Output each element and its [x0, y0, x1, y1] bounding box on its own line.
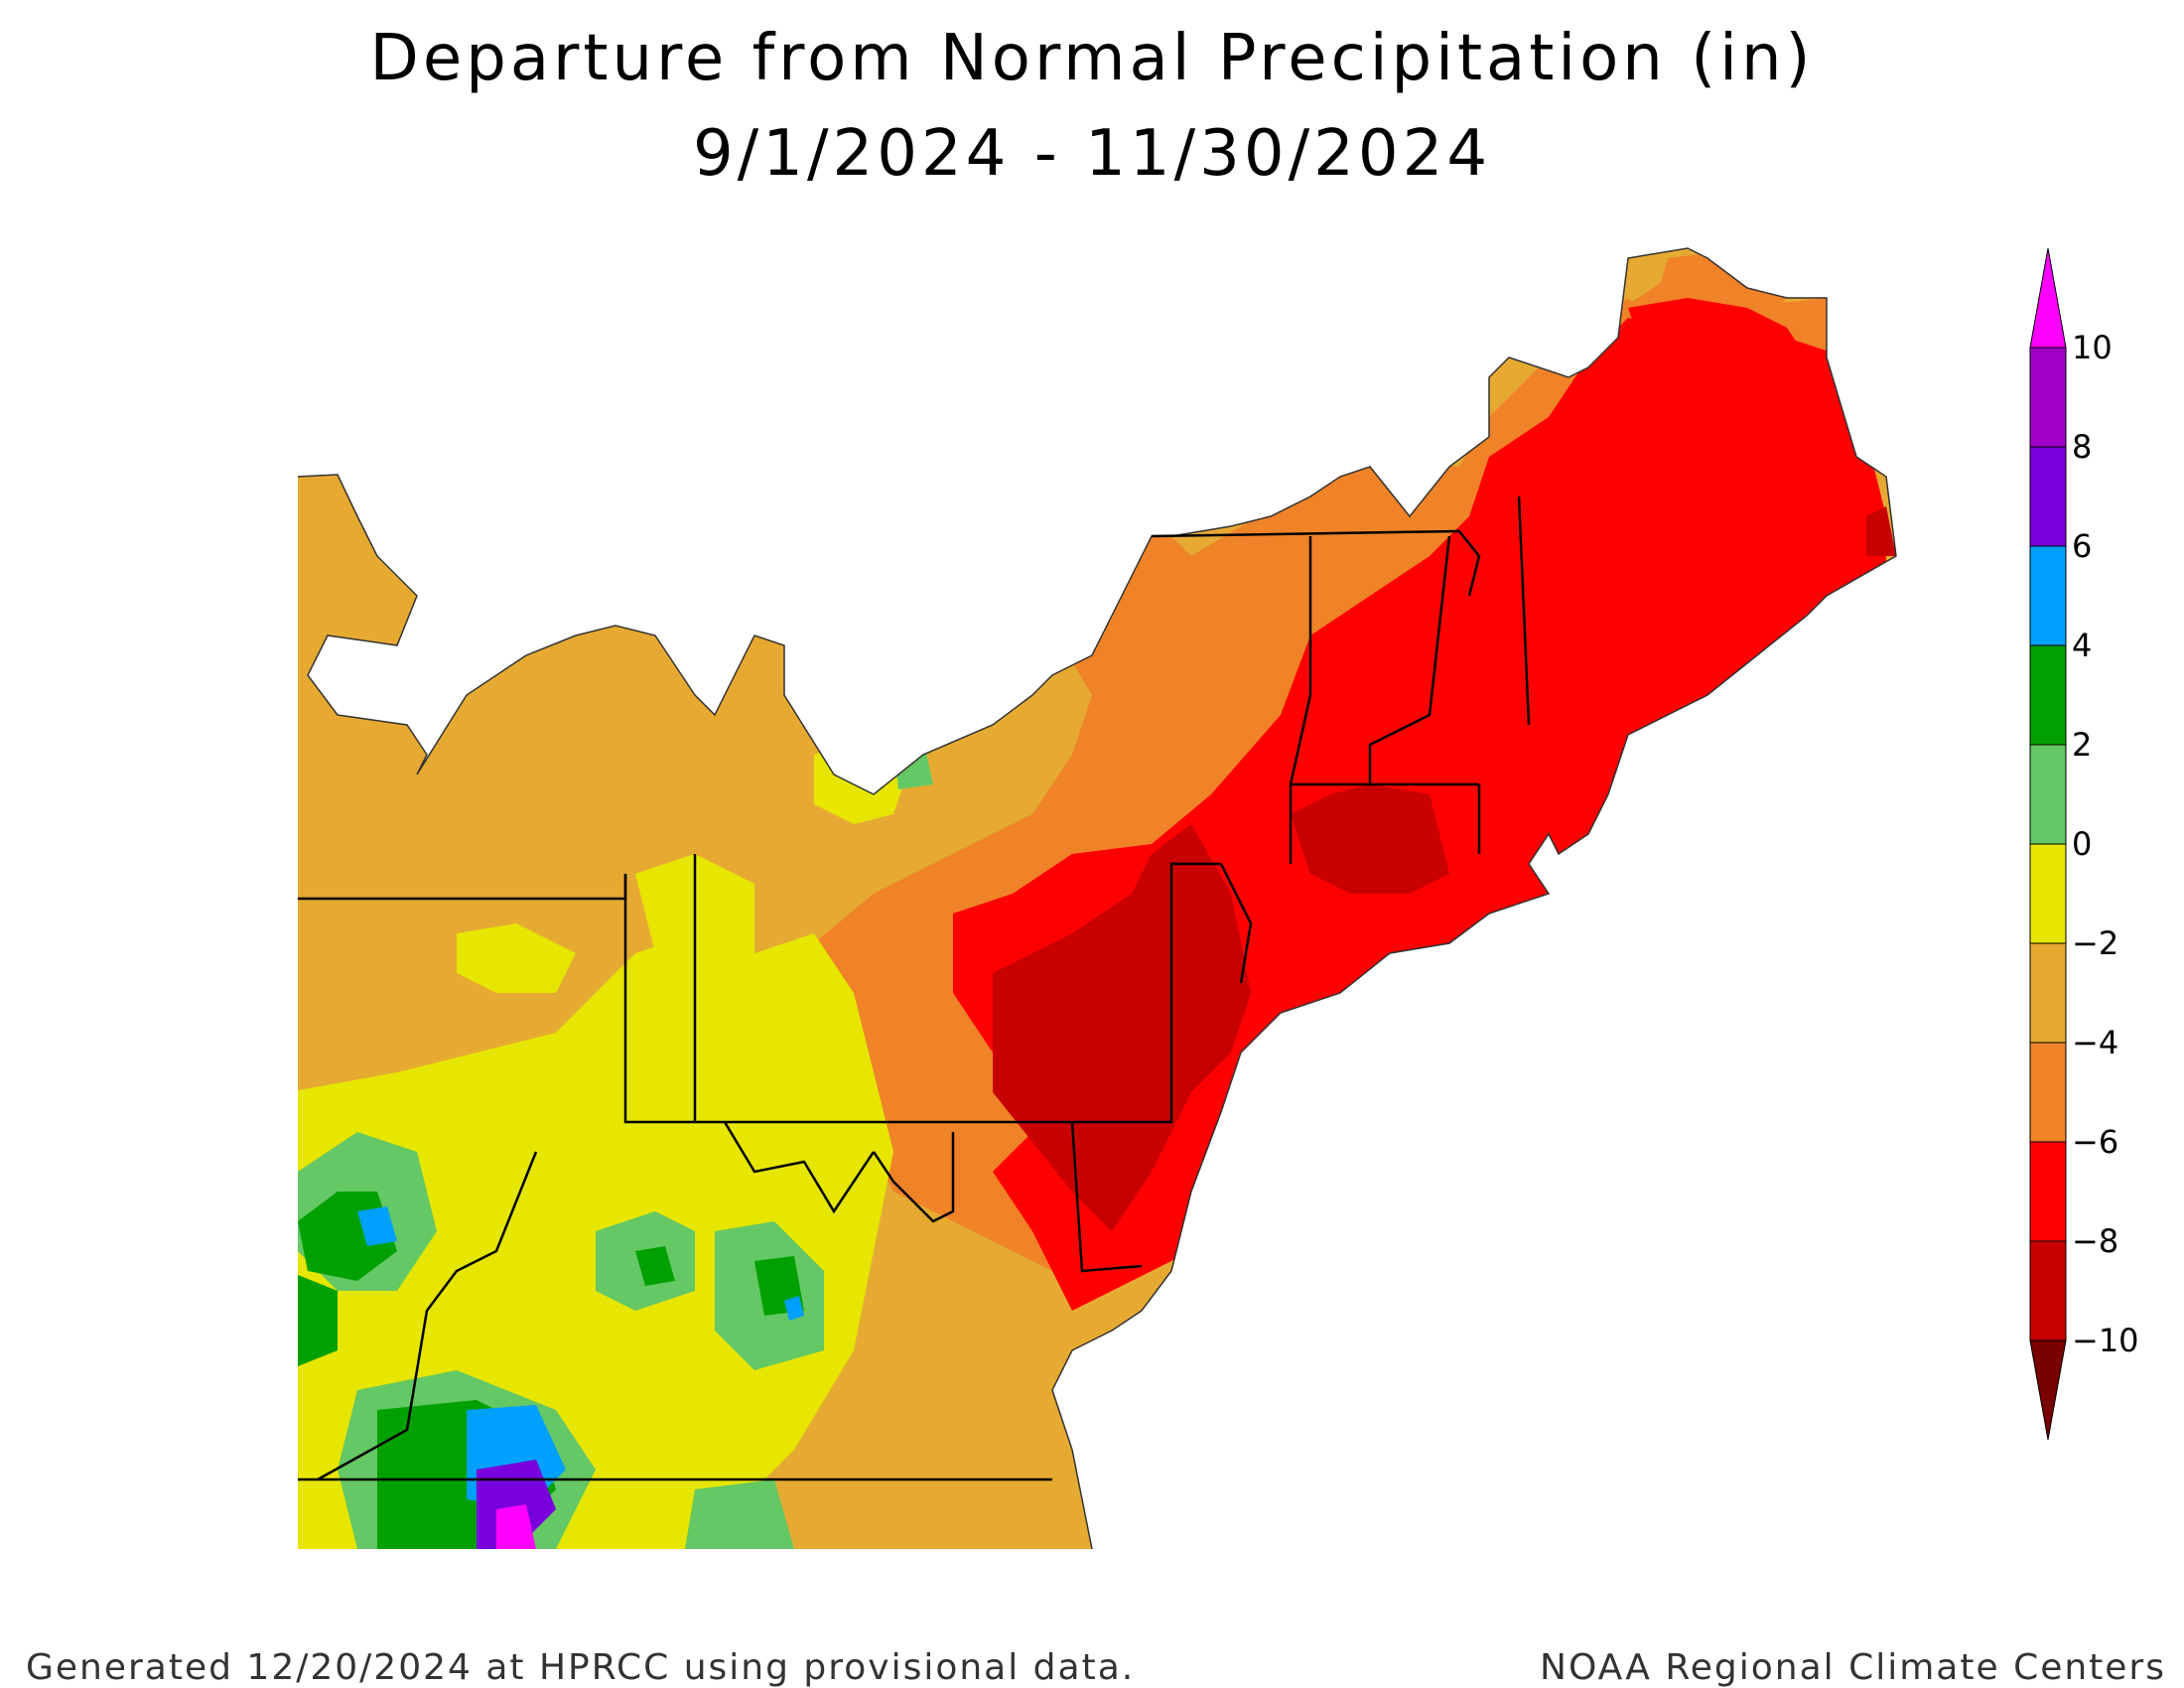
map-title: Departure from Normal Precipitation (in) [369, 22, 1815, 95]
de-md-boundary [1070, 1121, 1143, 1273]
colorbar-tick-label: 4 [2072, 627, 2092, 664]
colorbar-bin [2029, 1141, 2067, 1242]
colorbar-bin [2029, 545, 2067, 646]
colorbar-bin [2029, 942, 2067, 1044]
colorbar-tick-label: 8 [2072, 428, 2092, 466]
colorbar-min-arrow [2029, 1339, 2067, 1441]
wv-boundary-1 [723, 1121, 876, 1214]
colorbar-max-arrow [2029, 247, 2067, 349]
region-minus10-minus8 [993, 824, 1251, 1231]
colorbar-bin [2029, 1240, 2067, 1341]
ohio-pennsylvania-boundary [623, 862, 1221, 1124]
colorbar: 10 8 6 4 2 0 −2 −4 −6 −8 −10 [2029, 247, 2139, 1441]
source-credit: NOAA Regional Climate Centers [1540, 1647, 2166, 1688]
colorbar-bin [2029, 744, 2067, 845]
colorbar-tick-label: −2 [2072, 924, 2118, 962]
map-date-range: 9/1/2024 - 11/30/2024 [692, 117, 1492, 191]
colorbar-bin [2029, 1042, 2067, 1143]
ny-north-boundary [1151, 529, 1481, 597]
generated-note: Generated 12/20/2024 at HPRCC using prov… [26, 1647, 1136, 1688]
colorbar-tick-label: 2 [2072, 726, 2092, 764]
wv-boundary-2 [872, 1132, 955, 1223]
vt-ny-boundary [1289, 536, 1312, 785]
colorbar-tick-label: −8 [2072, 1222, 2118, 1260]
colorbar-tick-label: −6 [2072, 1123, 2118, 1161]
colorbar-bin [2029, 347, 2067, 448]
vt-nh-boundary [1368, 535, 1451, 784]
colorbar-tick-label: 6 [2072, 527, 2092, 565]
region-4-6 [357, 1206, 397, 1246]
colorbar-tick-label: −4 [2072, 1024, 2118, 1061]
state-boundaries [298, 495, 1531, 1481]
colorbar-bin [2029, 446, 2067, 547]
colorbar-tick-label: −10 [2072, 1322, 2139, 1359]
ky-va-boundary [317, 1151, 538, 1481]
colorbar-bin [2029, 644, 2067, 746]
nh-me-boundary [1517, 495, 1531, 726]
colorbar-tick-label: 10 [2072, 329, 2113, 366]
colorbar-tick-label: 0 [2072, 825, 2092, 863]
coastline [297, 247, 1897, 1550]
ny-nj-boundary [1219, 863, 1253, 984]
colorbar-bin [2029, 843, 2067, 944]
